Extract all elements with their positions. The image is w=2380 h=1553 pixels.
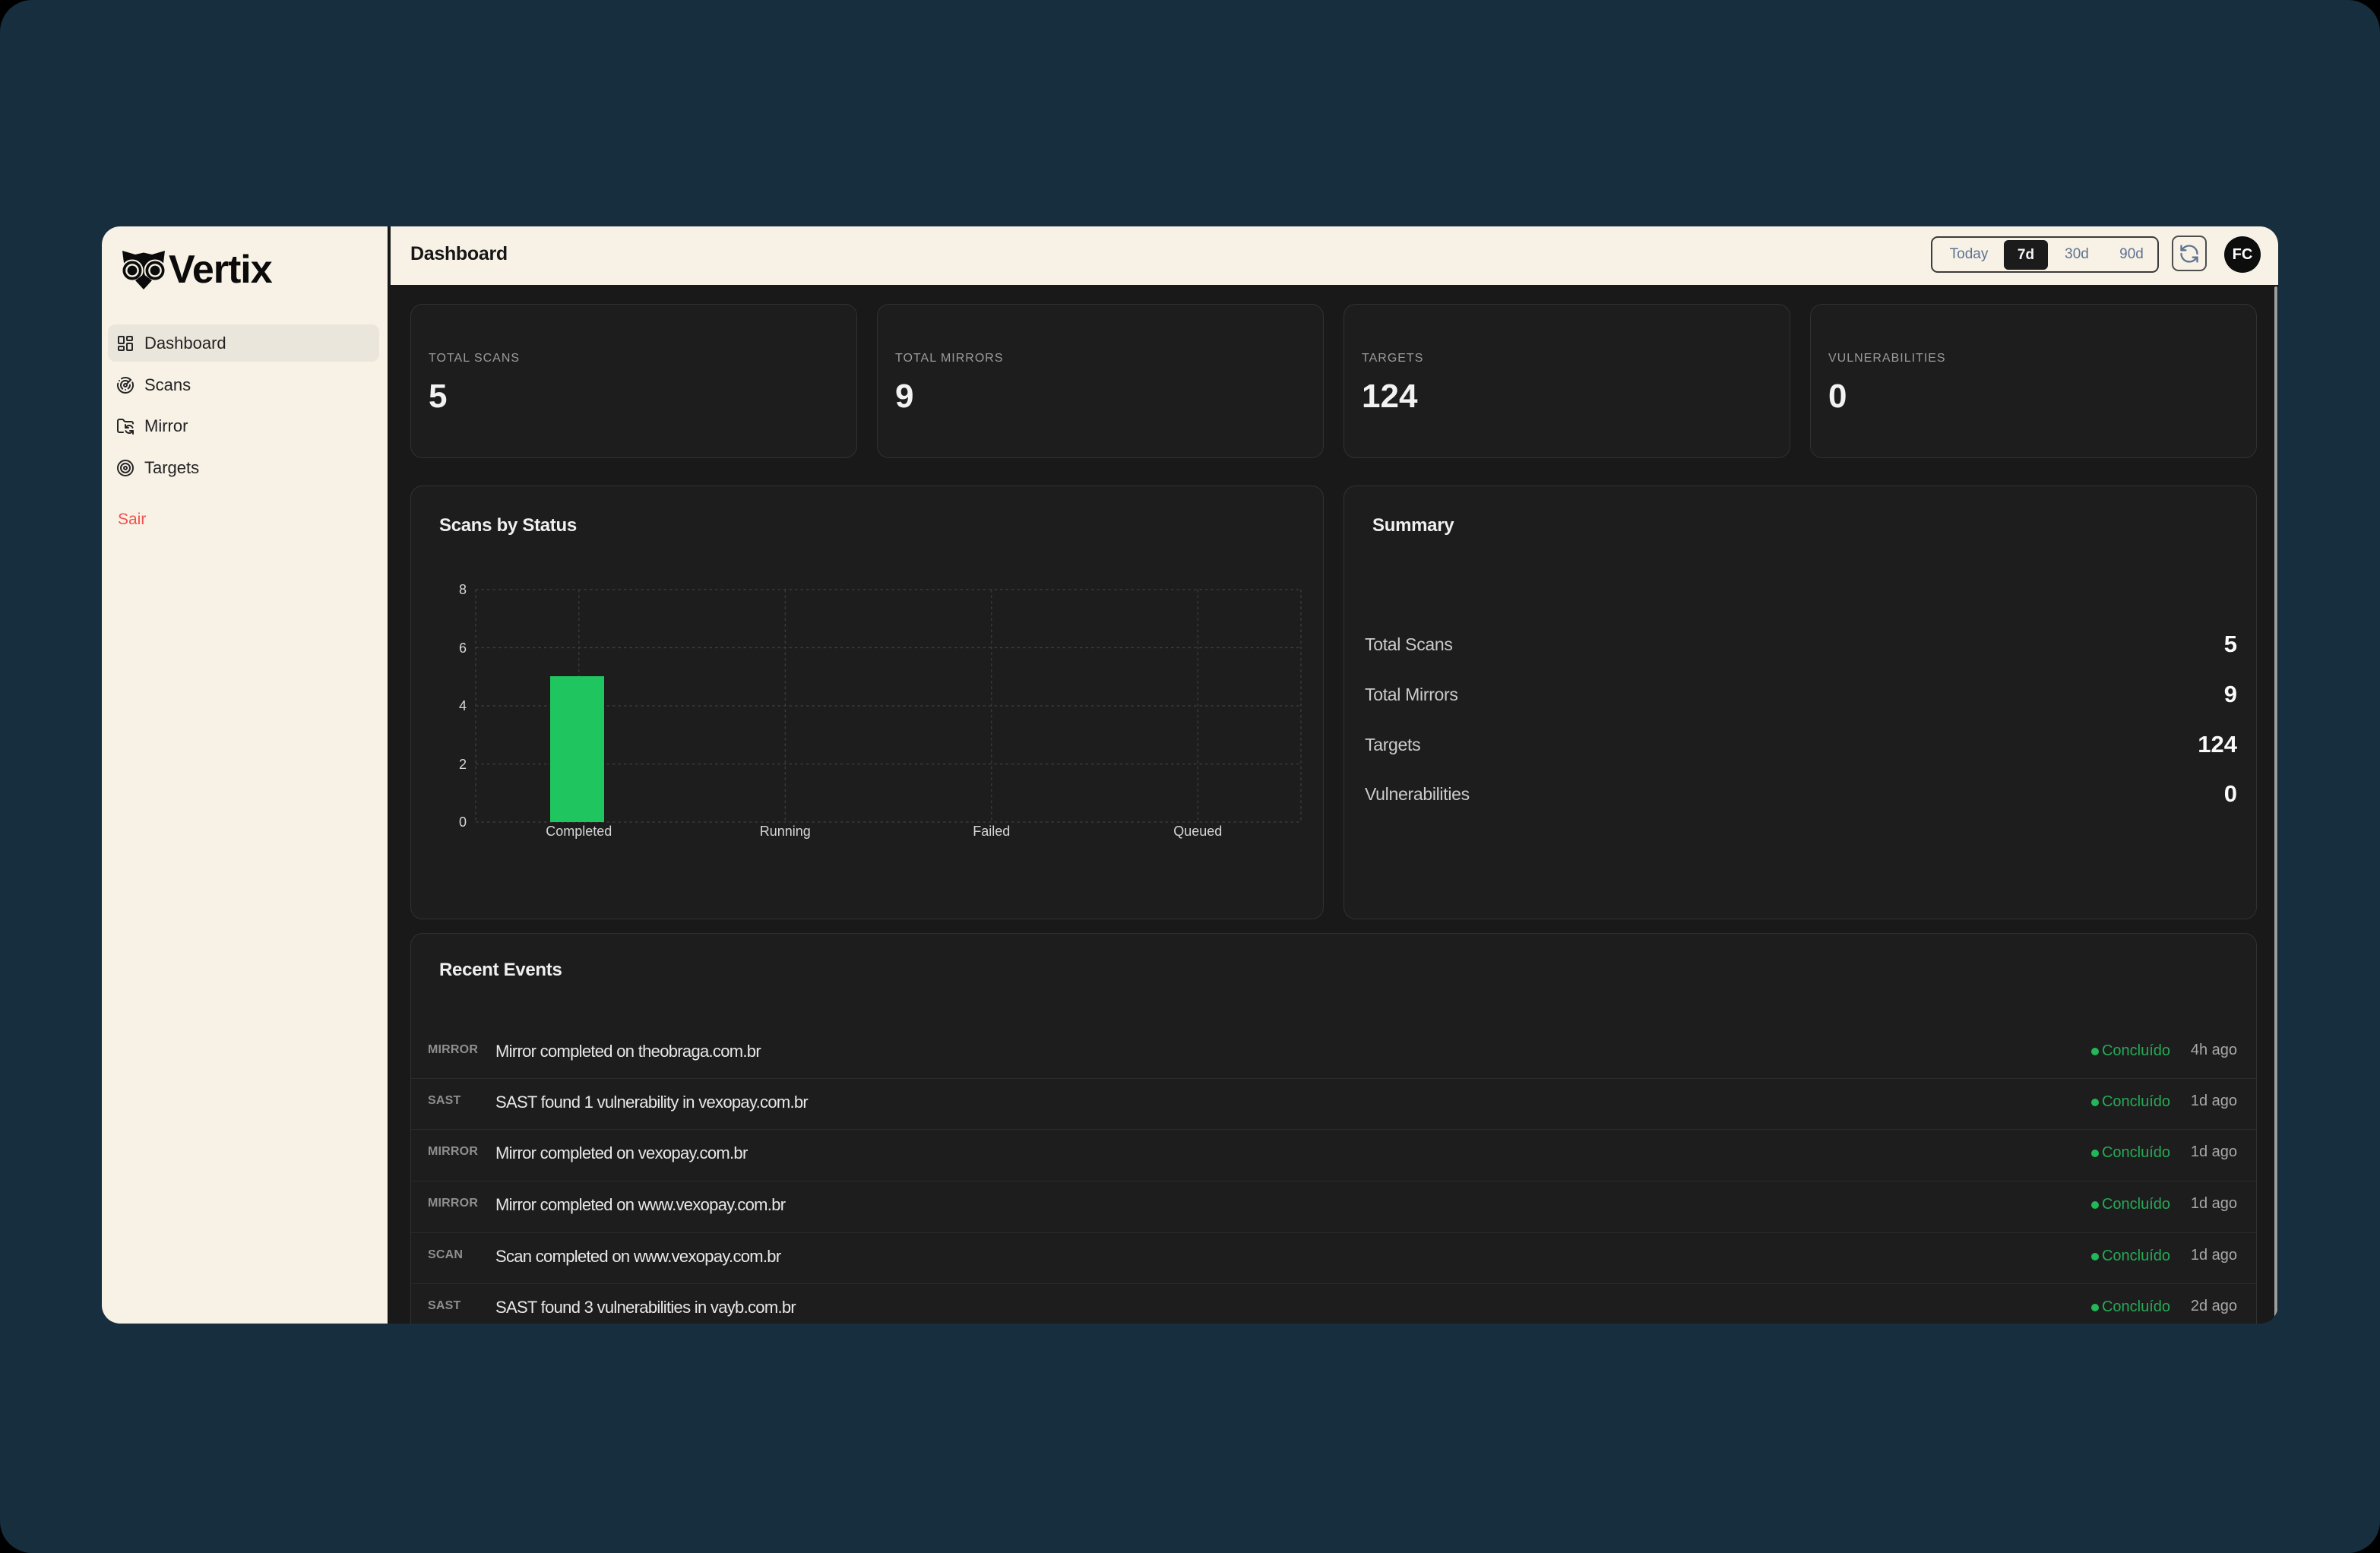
svg-text:4: 4 (459, 698, 467, 713)
svg-text:Running: Running (760, 824, 811, 839)
svg-text:6: 6 (459, 640, 467, 656)
svg-text:2: 2 (459, 757, 467, 772)
svg-text:0: 0 (459, 814, 467, 830)
svg-text:Queued: Queued (1173, 824, 1222, 839)
svg-text:Completed: Completed (546, 824, 612, 839)
svg-text:8: 8 (459, 582, 467, 597)
svg-text:Failed: Failed (973, 824, 1010, 839)
